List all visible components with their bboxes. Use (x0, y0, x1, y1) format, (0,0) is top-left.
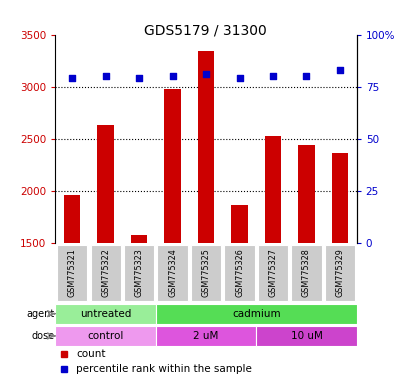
FancyBboxPatch shape (256, 326, 356, 346)
Text: percentile rank within the sample: percentile rank within the sample (76, 364, 252, 374)
Text: 2 uM: 2 uM (193, 331, 218, 341)
Text: GDS5179 / 31300: GDS5179 / 31300 (143, 23, 266, 37)
Bar (130, 235, 147, 243)
Text: agent: agent (26, 309, 54, 319)
Bar (164, 89, 180, 243)
Text: 10 uM: 10 uM (290, 331, 321, 341)
Text: GSM775323: GSM775323 (134, 248, 143, 297)
Bar (264, 136, 281, 243)
Text: count: count (76, 349, 106, 359)
FancyBboxPatch shape (57, 245, 87, 301)
FancyBboxPatch shape (191, 245, 220, 301)
Point (336, 67, 342, 73)
FancyBboxPatch shape (55, 326, 155, 346)
Text: GSM775321: GSM775321 (67, 248, 76, 297)
FancyBboxPatch shape (155, 326, 256, 346)
Text: GSM775327: GSM775327 (268, 248, 277, 297)
Bar (197, 51, 214, 243)
FancyBboxPatch shape (291, 245, 321, 301)
Text: GSM775322: GSM775322 (101, 248, 110, 297)
FancyBboxPatch shape (55, 304, 155, 324)
Point (269, 73, 276, 79)
Text: untreated: untreated (80, 309, 131, 319)
Text: GSM775329: GSM775329 (335, 248, 344, 297)
FancyBboxPatch shape (124, 245, 154, 301)
FancyBboxPatch shape (155, 304, 356, 324)
Point (102, 73, 109, 79)
FancyBboxPatch shape (324, 245, 354, 301)
Point (236, 75, 242, 81)
Point (69, 75, 75, 81)
Point (169, 73, 175, 79)
Bar (331, 152, 348, 243)
Text: GSM775326: GSM775326 (234, 248, 243, 297)
Bar (63, 195, 80, 243)
Text: dose: dose (31, 331, 54, 341)
Text: cadmium: cadmium (231, 309, 280, 319)
Bar (231, 205, 247, 243)
FancyBboxPatch shape (157, 245, 187, 301)
Point (302, 73, 309, 79)
Bar (297, 145, 314, 243)
Text: GSM775328: GSM775328 (301, 248, 310, 297)
Point (202, 71, 209, 77)
Text: GSM775324: GSM775324 (168, 248, 177, 297)
Bar (97, 126, 114, 243)
FancyBboxPatch shape (224, 245, 254, 301)
Point (135, 75, 142, 81)
FancyBboxPatch shape (257, 245, 288, 301)
FancyBboxPatch shape (90, 245, 120, 301)
Text: GSM775325: GSM775325 (201, 248, 210, 297)
Text: control: control (87, 331, 124, 341)
